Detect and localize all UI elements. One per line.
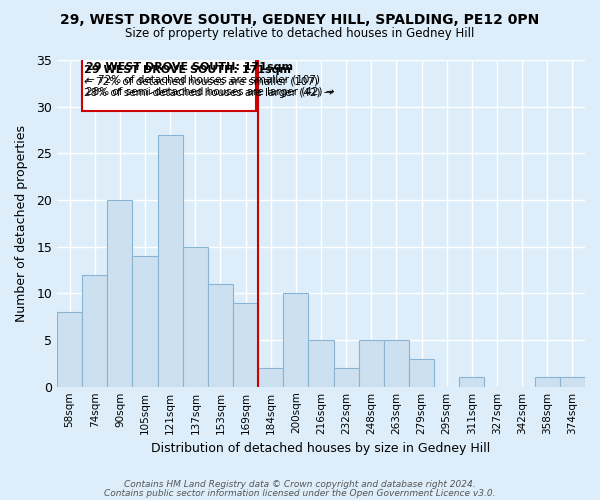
Bar bbox=[409, 358, 434, 386]
Bar bbox=[82, 274, 107, 386]
Text: 29, WEST DROVE SOUTH, GEDNEY HILL, SPALDING, PE12 0PN: 29, WEST DROVE SOUTH, GEDNEY HILL, SPALD… bbox=[61, 12, 539, 26]
Bar bbox=[183, 246, 208, 386]
Text: ← 72% of detached houses are smaller (107): ← 72% of detached houses are smaller (10… bbox=[84, 77, 318, 87]
Bar bbox=[107, 200, 133, 386]
Bar bbox=[460, 378, 484, 386]
Polygon shape bbox=[82, 58, 256, 112]
Bar bbox=[384, 340, 409, 386]
Bar bbox=[158, 134, 183, 386]
Text: 29 WEST DROVE SOUTH: 171sqm: 29 WEST DROVE SOUTH: 171sqm bbox=[84, 64, 291, 74]
Bar bbox=[233, 302, 258, 386]
X-axis label: Distribution of detached houses by size in Gedney Hill: Distribution of detached houses by size … bbox=[151, 442, 491, 455]
Bar bbox=[57, 312, 82, 386]
Text: 28% of semi-detached houses are larger (42) →: 28% of semi-detached houses are larger (… bbox=[86, 87, 334, 97]
Bar bbox=[560, 378, 585, 386]
Bar bbox=[308, 340, 334, 386]
Text: 28% of semi-detached houses are larger (42) →: 28% of semi-detached houses are larger (… bbox=[84, 88, 333, 98]
Text: Contains HM Land Registry data © Crown copyright and database right 2024.: Contains HM Land Registry data © Crown c… bbox=[124, 480, 476, 489]
Bar bbox=[334, 368, 359, 386]
Text: ← 72% of detached houses are smaller (107): ← 72% of detached houses are smaller (10… bbox=[86, 75, 320, 85]
Text: 29 WEST DROVE SOUTH: 171sqm: 29 WEST DROVE SOUTH: 171sqm bbox=[86, 62, 293, 72]
Bar bbox=[283, 294, 308, 386]
Bar bbox=[535, 378, 560, 386]
Bar bbox=[359, 340, 384, 386]
Text: Contains public sector information licensed under the Open Government Licence v3: Contains public sector information licen… bbox=[104, 488, 496, 498]
Text: Size of property relative to detached houses in Gedney Hill: Size of property relative to detached ho… bbox=[125, 28, 475, 40]
Y-axis label: Number of detached properties: Number of detached properties bbox=[15, 125, 28, 322]
Bar bbox=[208, 284, 233, 386]
Bar bbox=[133, 256, 158, 386]
Bar bbox=[258, 368, 283, 386]
